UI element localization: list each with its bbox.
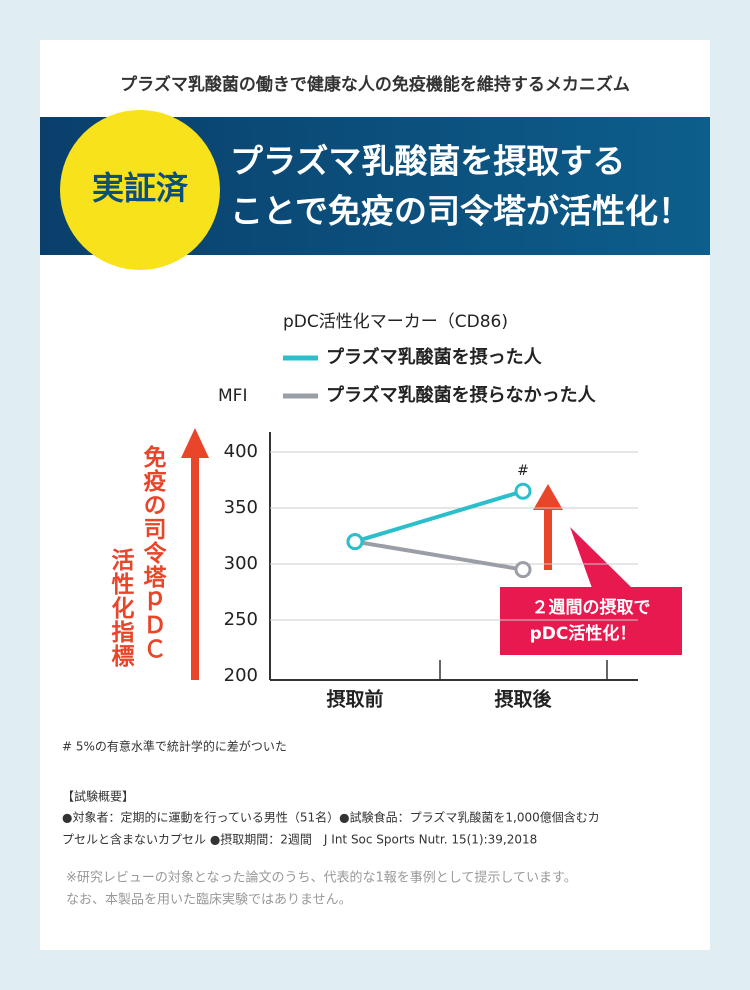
y-axis-label: MFI <box>218 386 247 406</box>
callout-text: ２週間の摂取で <box>532 597 651 618</box>
arrow-head <box>181 428 209 458</box>
x-tick-label: 摂取後 <box>494 688 552 711</box>
headline: ことで免疫の司令塔が活性化！ <box>230 192 691 231</box>
point <box>514 561 532 579</box>
x-tick-label: 摂取前 <box>326 688 383 711</box>
note: # 5%の有意水準で統計学的に差がついた <box>62 739 287 754</box>
chart-title: pDC活性化マーカー（CD86) <box>283 312 508 332</box>
significance-mark: # <box>517 463 529 479</box>
disclaimer: なお、本製品を用いた臨床実験ではありません。 <box>66 892 352 908</box>
y-tick-label: 200 <box>224 665 258 686</box>
point <box>346 533 364 551</box>
series-line <box>354 489 524 544</box>
y-tick-label: 400 <box>224 441 258 462</box>
series-line <box>354 539 524 572</box>
headline: プラズマ乳酸菌を摂取する <box>230 142 625 181</box>
disclaimer: ※研究レビューの対象となった論文のうち、代表的な1報を事例として提示しています。 <box>66 870 577 886</box>
badge-text: 実証済 <box>92 169 189 207</box>
note: プセルと含まないカプセル ●摂取期間：2週間 J Int Soc Sports … <box>62 832 537 847</box>
legend-label: プラズマ乳酸菌を摂った人 <box>326 346 543 368</box>
callout-tail <box>570 527 632 588</box>
side-label: 活性化指標 <box>107 548 133 668</box>
note: ●対象者：定期的に運動を行っている男性（51名）●試験食品：プラズマ乳酸菌を1,… <box>62 810 600 825</box>
callout-text: pDC活性化！ <box>530 623 637 644</box>
arrow-head <box>533 484 563 510</box>
side-label: 免疫の司令塔ｐＤＣ <box>139 445 165 661</box>
badge <box>60 110 220 270</box>
callout <box>500 587 682 655</box>
y-tick-label: 300 <box>224 553 258 574</box>
legend-label: プラズマ乳酸菌を摂らなかった人 <box>326 384 597 406</box>
note-title: 【試験概要】 <box>62 789 134 804</box>
subtitle: プラズマ乳酸菌の働きで健康な人の免疫機能を維持するメカニズム <box>120 74 630 95</box>
y-tick-label: 250 <box>224 609 258 630</box>
y-tick-label: 350 <box>224 497 258 518</box>
point <box>514 482 532 500</box>
